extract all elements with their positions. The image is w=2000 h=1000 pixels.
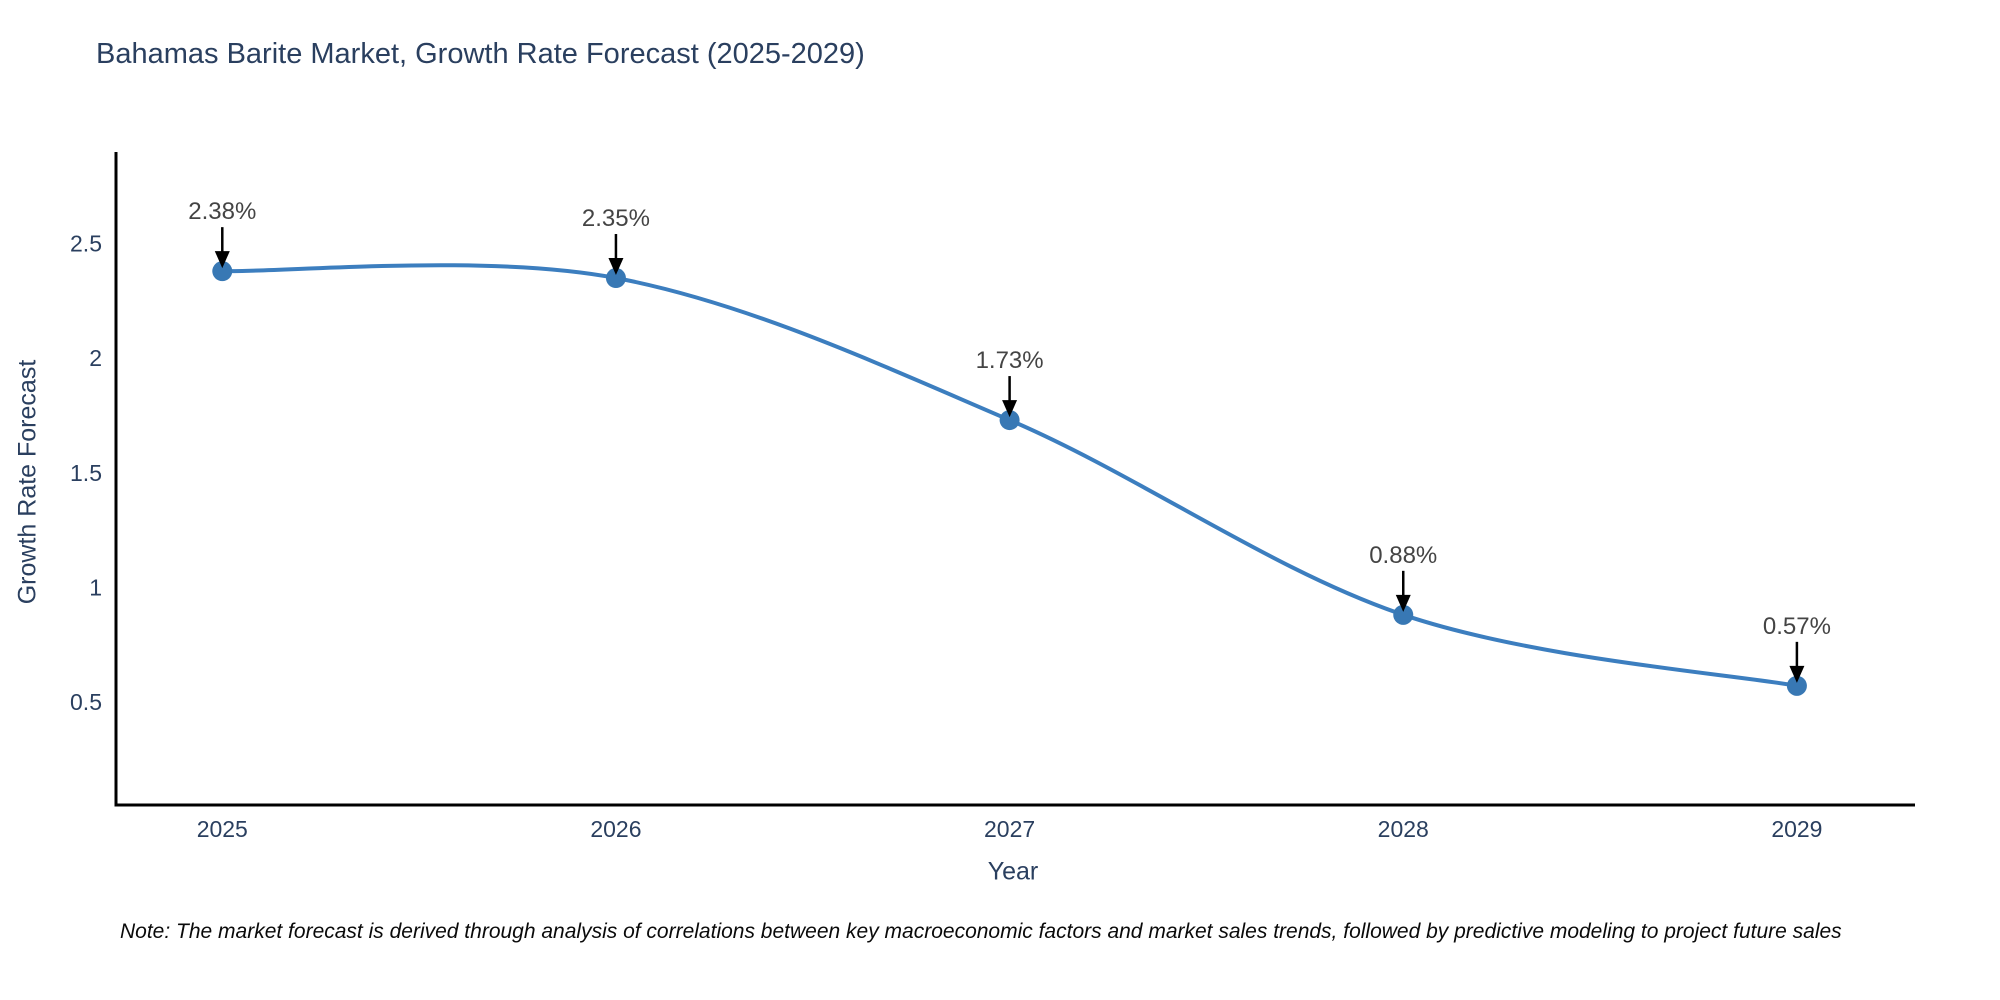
annotation-label: 2.38%: [188, 198, 256, 225]
data-point-2029[interactable]: [1786, 675, 1807, 696]
y-tick-label: 1: [89, 574, 102, 600]
annotation-label: 0.57%: [1763, 613, 1831, 640]
y-tick-label: 1.5: [70, 460, 102, 486]
annotation-label: 2.35%: [582, 205, 650, 232]
data-point-2027[interactable]: [999, 410, 1020, 431]
y-tick-label: 2.5: [70, 231, 102, 257]
annotation-arrowhead: [1002, 400, 1018, 418]
x-axis-title: Year: [987, 857, 1039, 886]
annotation-arrowhead: [608, 258, 624, 276]
footnote: Note: The market forecast is derived thr…: [120, 920, 1842, 943]
chart-title: Bahamas Barite Market, Growth Rate Forec…: [96, 38, 865, 70]
data-point-2025[interactable]: [212, 261, 233, 282]
x-tick-label: 2026: [590, 816, 641, 842]
annotation-label: 0.88%: [1369, 542, 1437, 569]
y-tick-label: 2: [89, 345, 102, 371]
x-tick-label: 2028: [1378, 816, 1429, 842]
annotation-arrowhead: [1395, 594, 1411, 612]
x-tick-label: 2029: [1771, 816, 1822, 842]
annotation-arrowhead: [1789, 665, 1805, 683]
data-point-2028[interactable]: [1393, 604, 1414, 625]
annotation-label: 1.73%: [976, 347, 1044, 374]
x-tick-label: 2027: [984, 816, 1035, 842]
annotation-arrowhead: [214, 251, 230, 269]
data-point-2026[interactable]: [605, 268, 626, 289]
forecast-line: [220, 263, 1799, 688]
x-tick-label: 2025: [197, 816, 248, 842]
y-tick-label: 0.5: [70, 689, 102, 715]
